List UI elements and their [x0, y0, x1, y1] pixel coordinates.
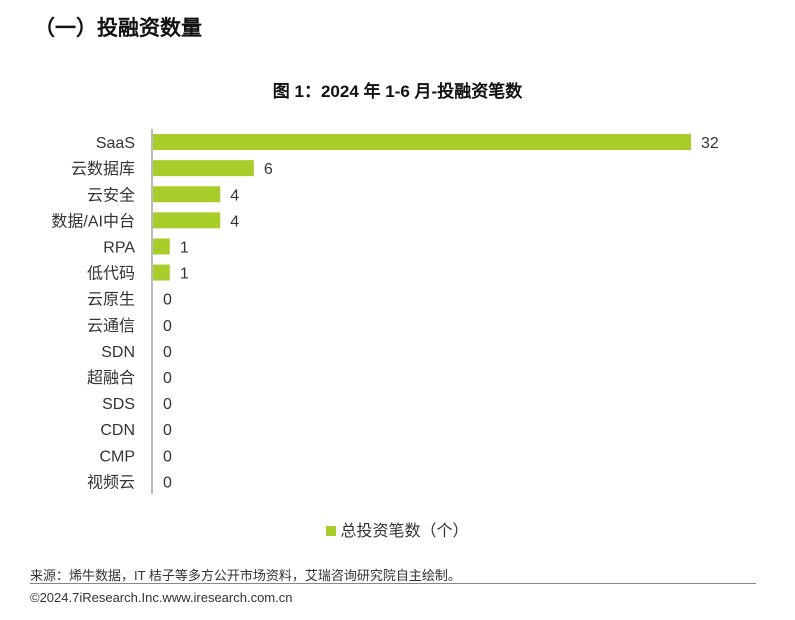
data-label: 0 [163, 448, 172, 465]
bar [153, 134, 691, 151]
category-label: 低代码 [87, 265, 135, 283]
data-label: 32 [701, 135, 719, 152]
category-label: 云数据库 [71, 160, 135, 178]
category-label: RPA [103, 239, 135, 256]
bar [153, 186, 221, 203]
data-label: 0 [163, 396, 172, 413]
data-label: 4 [230, 187, 239, 204]
data-label: 0 [163, 318, 172, 335]
source-note: 来源：烯牛数据，IT 桔子等多方公开市场资料，艾瑞咨询研究院自主绘制。 [30, 568, 461, 583]
data-label: 0 [163, 370, 172, 387]
category-label: 视频云 [87, 473, 135, 491]
data-label: 0 [163, 474, 172, 491]
chart-title: 图 1：2024 年 1-6 月-投融资笔数 [272, 82, 523, 101]
category-label: 数据/AI中台 [51, 212, 135, 230]
bar [153, 212, 221, 229]
bar [153, 160, 254, 177]
category-label: 超融合 [87, 369, 135, 387]
data-label: 1 [180, 239, 189, 256]
category-label: CDN [100, 422, 135, 439]
data-label: 0 [163, 292, 172, 309]
bar [153, 238, 170, 255]
footer-divider [30, 583, 756, 584]
bar [153, 264, 170, 281]
legend-label: 总投资笔数（个） [340, 523, 469, 540]
category-label: 云安全 [87, 186, 135, 204]
category-label: 云原生 [87, 291, 135, 309]
category-label: CMP [99, 448, 135, 465]
category-label: SDN [101, 344, 135, 361]
data-label: 0 [163, 422, 172, 439]
legend-swatch [326, 526, 337, 536]
data-label: 0 [163, 344, 172, 361]
category-label: SDS [102, 396, 135, 413]
section-title: （一）投融资数量 [34, 17, 202, 40]
data-label: 6 [264, 161, 273, 178]
category-label: SaaS [96, 135, 135, 152]
data-label: 1 [180, 266, 189, 283]
copyright-note: ©2024.7iResearch.Inc.www.iresearch.com.c… [30, 590, 293, 605]
chart-legend: 总投资笔数（个） [0, 517, 795, 541]
data-label: 4 [230, 213, 239, 230]
category-label: 云通信 [87, 317, 135, 335]
